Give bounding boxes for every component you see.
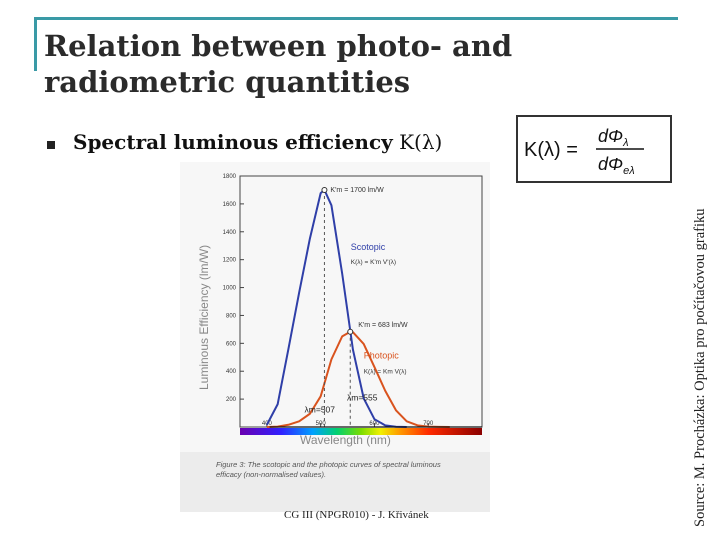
bullet-label: Spectral luminous efficiency: [73, 130, 393, 154]
source-note: Source: M. Procházka: Optika pro počítač…: [692, 208, 708, 527]
frame-left-line: [34, 17, 37, 71]
y-tick-label: 1800: [223, 174, 237, 180]
y-tick-label: 1600: [223, 202, 237, 208]
svg-text:dΦλ: dΦλ: [598, 126, 629, 149]
frame-top-line: [34, 17, 678, 20]
figure-caption: Figure 3: The scotopic and the photopic …: [216, 460, 441, 479]
x-tick-label: 600: [369, 421, 380, 427]
y-axis-label: Luminous Efficiency (lm/W): [197, 245, 211, 390]
slide-title: Relation between photo- and radiometric …: [44, 28, 512, 100]
y-tick-label: 400: [226, 369, 237, 375]
formula-lhs: K(λ) =: [524, 139, 578, 161]
scotopic-formula-label: K(λ) = K'm V'(λ): [351, 259, 396, 266]
photopic-peak-marker: [347, 328, 354, 335]
scotopic-peak-marker: [321, 186, 328, 193]
formula-numerator-sub: λ: [622, 137, 628, 149]
bullet-item: Spectral luminous efficiency K(λ): [73, 130, 442, 154]
scotopic-peak-label: K'm = 1700 lm/W: [330, 187, 384, 194]
svg-text:dΦeλ: dΦeλ: [598, 154, 635, 177]
footer-text: CG III (NPGR010) - J. Křivánek: [284, 509, 429, 521]
formula-denominator: dΦ: [598, 154, 623, 174]
scotopic-curve: [266, 188, 407, 428]
x-tick-label: 700: [423, 421, 434, 427]
scotopic-peak-wavelength-label: λm=507: [305, 404, 336, 414]
x-tick-label: 500: [316, 421, 327, 427]
formula-box: K(λ) = dΦλ dΦeλ: [516, 115, 672, 183]
y-tick-label: 600: [226, 341, 237, 347]
photopic-peak-wavelength-label: λm=555: [347, 393, 378, 403]
slide-title-line-2: radiometric quantities: [44, 65, 411, 99]
y-tick-label: 800: [226, 313, 237, 319]
slide-title-line-1: Relation between photo- and: [44, 29, 513, 63]
formula-svg: K(λ) = dΦλ dΦeλ: [524, 126, 644, 177]
spectrum-bar: [240, 428, 482, 435]
bullet-marker: [47, 141, 55, 149]
chart-annotations: K'm = 1700 lm/W K'm = 683 lm/W Scotopic K(λ…: [269, 186, 482, 428]
y-tick-label: 1000: [223, 286, 237, 292]
photopic-peak-label: K'm = 683 lm/W: [358, 322, 408, 329]
formula-numerator: dΦ: [598, 126, 623, 146]
y-tick-label: 1400: [223, 230, 237, 236]
scotopic-name-label: Scotopic: [351, 242, 386, 252]
y-tick-label: 200: [226, 397, 237, 403]
bullet-symbol: K(λ): [399, 130, 443, 154]
photopic-formula-label: K(λ) = Km V(λ): [364, 368, 407, 375]
caption-background: [180, 452, 490, 512]
formula-denominator-sub: eλ: [623, 165, 635, 177]
y-tick-label: 1200: [223, 258, 237, 264]
photopic-name-label: Photopic: [364, 351, 400, 361]
figure-caption-wrap: Figure 3: The scotopic and the photopic …: [216, 460, 441, 479]
x-axis-label: Wavelength (nm): [300, 433, 391, 447]
